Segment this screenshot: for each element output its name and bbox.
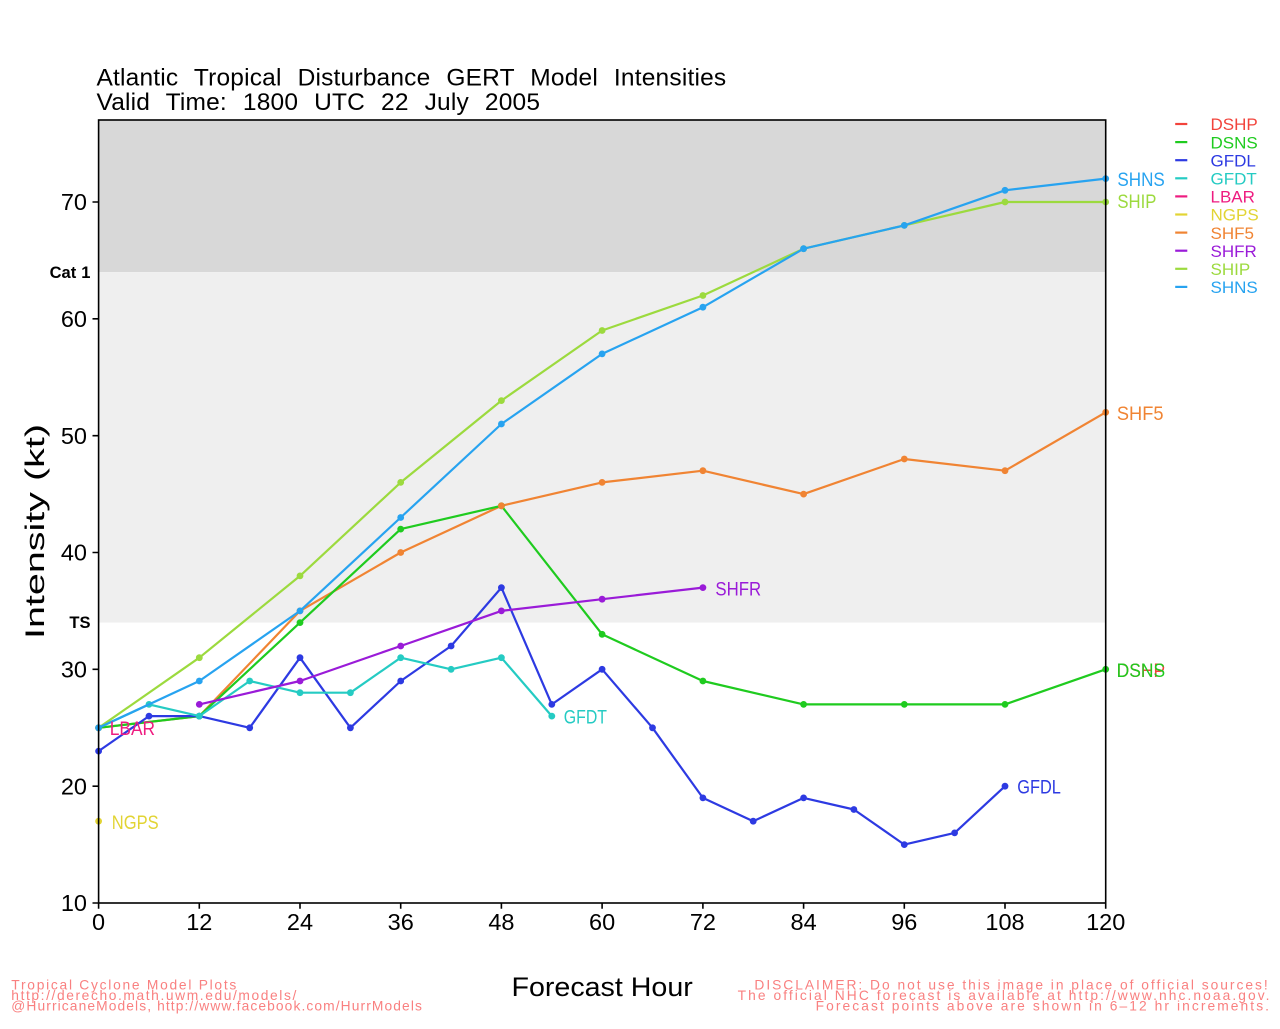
- svg-text:0: 0: [92, 909, 105, 935]
- svg-text:10: 10: [61, 890, 87, 916]
- svg-text:70: 70: [61, 189, 87, 215]
- svg-text:GFDT: GFDT: [1211, 170, 1257, 189]
- svg-text:20: 20: [61, 773, 87, 799]
- svg-text:108: 108: [985, 909, 1024, 935]
- svg-text:Forecast Hour: Forecast Hour: [512, 972, 693, 1002]
- svg-text:The official NHC forecast is a: The official NHC forecast is available a…: [738, 988, 1270, 1003]
- svg-text:GFDL: GFDL: [1211, 151, 1256, 170]
- svg-text:SHFR: SHFR: [715, 578, 761, 600]
- svg-text:SHFR: SHFR: [1211, 242, 1257, 261]
- svg-text:TS: TS: [69, 614, 90, 632]
- svg-text:Intensity (kt): Intensity (kt): [20, 424, 50, 639]
- svg-text:LBAR: LBAR: [110, 718, 155, 740]
- svg-text:SHIP: SHIP: [1211, 260, 1251, 279]
- svg-text:NGPS: NGPS: [112, 812, 159, 834]
- svg-text:Atlantic Tropical Disturbance: Atlantic Tropical Disturbance GERT Model…: [97, 65, 727, 92]
- svg-text:84: 84: [791, 909, 817, 935]
- svg-text:http://derecho.math.uwm.edu/mo: http://derecho.math.uwm.edu/models/: [11, 988, 296, 1003]
- svg-text:SHNS: SHNS: [1117, 169, 1164, 191]
- svg-text:GFDL: GFDL: [1017, 777, 1061, 799]
- svg-text:SHF5: SHF5: [1211, 224, 1254, 243]
- svg-text:60: 60: [61, 306, 87, 332]
- svg-text:DSHP: DSHP: [1211, 115, 1258, 134]
- svg-text:DSNS: DSNS: [1211, 133, 1258, 152]
- svg-text:Valid Time: 1800 UTC 22 July 2: Valid Time: 1800 UTC 22 July 2005: [97, 89, 541, 116]
- svg-text:50: 50: [61, 423, 87, 449]
- svg-text:36: 36: [388, 909, 414, 935]
- svg-text:SHNS: SHNS: [1211, 278, 1258, 297]
- svg-text:96: 96: [891, 909, 917, 935]
- svg-text:48: 48: [488, 909, 514, 935]
- svg-text:60: 60: [589, 909, 615, 935]
- svg-text:SHF5: SHF5: [1117, 403, 1164, 425]
- svg-text:12: 12: [186, 909, 212, 935]
- svg-text:NGPS: NGPS: [1211, 206, 1259, 225]
- svg-text:Cat 1: Cat 1: [50, 264, 91, 282]
- svg-text:GFDT: GFDT: [564, 707, 607, 729]
- svg-text:DSNS: DSNS: [1117, 660, 1166, 682]
- svg-text:Forecast points above are show: Forecast points above are shown in 6–12 …: [816, 998, 1269, 1013]
- svg-text:24: 24: [287, 909, 313, 935]
- svg-text:LBAR: LBAR: [1211, 188, 1255, 207]
- svg-text:120: 120: [1086, 909, 1125, 935]
- svg-text:SHIP: SHIP: [1117, 191, 1156, 213]
- svg-text:30: 30: [61, 657, 87, 683]
- svg-text:@HurricaneModels, http://www.f: @HurricaneModels, http://www.facebook.co…: [11, 998, 422, 1013]
- svg-text:72: 72: [690, 909, 716, 935]
- svg-text:40: 40: [61, 540, 87, 566]
- svg-text:DSHP: DSHP: [1117, 660, 1166, 682]
